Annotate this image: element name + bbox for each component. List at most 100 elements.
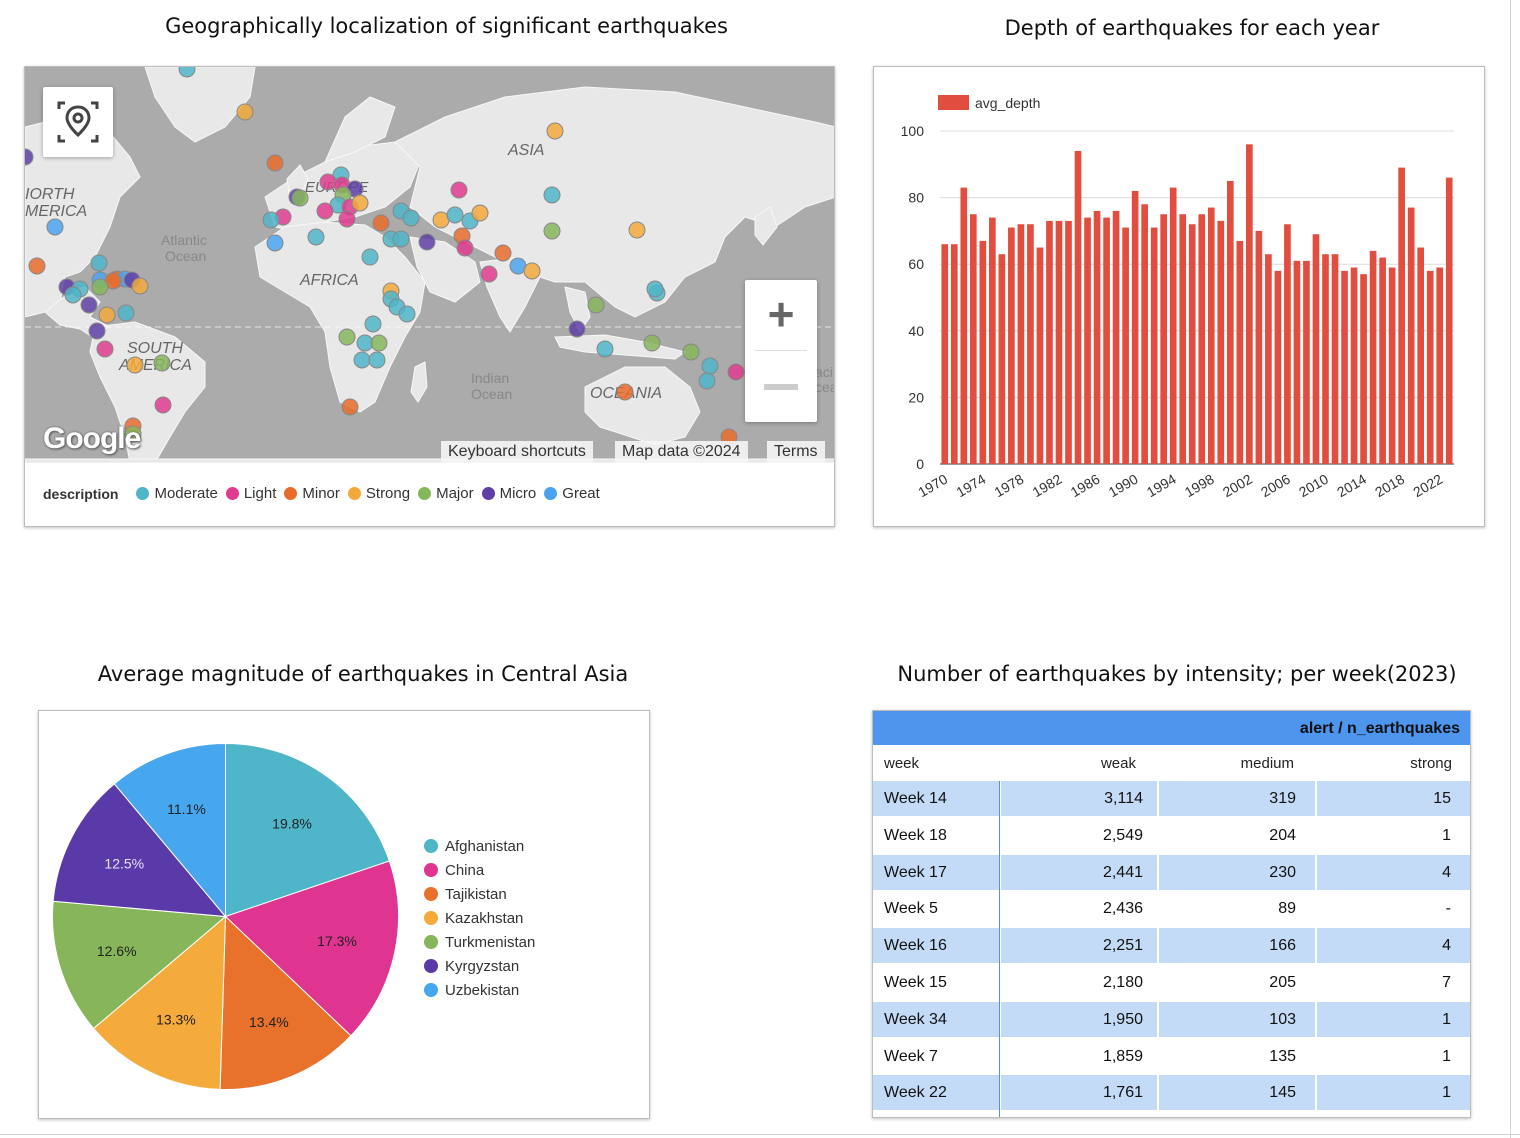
earthquake-marker[interactable] (153, 354, 171, 372)
bar-1993[interactable] (1160, 214, 1168, 464)
earthquake-marker[interactable] (568, 320, 586, 338)
bar-2015[interactable] (1369, 250, 1377, 464)
earthquake-markers[interactable] (25, 67, 745, 446)
earthquake-marker[interactable] (370, 334, 388, 352)
bar-2009[interactable] (1312, 234, 1320, 464)
bar-1972[interactable] (960, 187, 968, 465)
earthquake-marker[interactable] (450, 181, 468, 199)
earthquake-marker[interactable] (117, 304, 135, 322)
earthquake-marker[interactable] (392, 230, 410, 248)
earthquake-marker[interactable] (480, 265, 498, 283)
bar-1989[interactable] (1122, 227, 1129, 464)
bar-1997[interactable] (1198, 214, 1206, 464)
earthquake-marker[interactable] (361, 248, 379, 266)
earthquake-marker[interactable] (727, 363, 745, 381)
keyboard-shortcuts-link[interactable]: Keyboard shortcuts (441, 441, 593, 463)
bar-1995[interactable] (1179, 214, 1187, 464)
earthquake-marker[interactable] (236, 103, 254, 121)
map-legend-item-major[interactable]: Major (418, 485, 474, 502)
earthquake-marker[interactable] (368, 351, 386, 369)
earthquake-marker[interactable] (698, 372, 716, 390)
bar-2008[interactable] (1303, 260, 1310, 464)
bar-2021[interactable] (1426, 270, 1434, 464)
earthquake-marker[interactable] (28, 257, 46, 275)
pie-legend-item-kazakhstan[interactable]: Kazakhstan (424, 906, 535, 930)
earthquake-marker[interactable] (341, 398, 359, 416)
pie-legend-item-tajikistan[interactable]: Tajikistan (424, 882, 535, 906)
map-legend-item-strong[interactable]: Strong (347, 485, 410, 502)
earthquake-marker[interactable] (628, 221, 646, 239)
pie-legend-item-uzbekistan[interactable]: Uzbekistan (424, 978, 535, 1002)
bar-1980[interactable] (1036, 247, 1044, 464)
table-row[interactable]: Week 7 1,859 135 1 (873, 1039, 1470, 1076)
zoom-in-button[interactable]: + (767, 288, 795, 340)
table-row[interactable]: Week 5 2,436 89 - (873, 891, 1470, 928)
earthquake-marker[interactable] (338, 328, 356, 346)
table-row[interactable]: Week 14 3,114 319 15 (873, 781, 1470, 818)
bar-2006[interactable] (1284, 224, 1291, 464)
earthquake-marker[interactable] (131, 277, 149, 295)
earthquake-marker[interactable] (543, 186, 561, 204)
earthquake-marker[interactable] (543, 222, 561, 240)
earthquake-marker[interactable] (372, 214, 390, 232)
bar-2018[interactable] (1398, 167, 1405, 464)
bar-1992[interactable] (1150, 227, 1158, 464)
bar-2000[interactable] (1226, 180, 1234, 464)
bar-1987[interactable] (1103, 217, 1110, 464)
bar-1975[interactable] (989, 217, 996, 464)
col-header-strong[interactable]: strong (1410, 755, 1452, 772)
earthquake-marker[interactable] (319, 173, 337, 191)
bar-1970[interactable] (941, 244, 949, 464)
table-row[interactable]: Week 15 2,180 205 7 (873, 965, 1470, 1002)
bar-2010[interactable] (1322, 254, 1329, 464)
bar-1978[interactable] (1017, 224, 1025, 464)
pie-legend-item-kyrgyzstan[interactable]: Kyrgyzstan (424, 954, 535, 978)
earthquake-marker[interactable] (351, 194, 369, 212)
bar-2020[interactable] (1417, 247, 1425, 464)
bar-1974[interactable] (979, 240, 987, 464)
earthquake-marker[interactable] (402, 209, 420, 227)
earthquake-marker[interactable] (353, 351, 371, 369)
bar-2005[interactable] (1274, 270, 1282, 464)
pie-slice-kazakhstan[interactable] (92, 915, 227, 1090)
bar-2014[interactable] (1360, 274, 1367, 464)
earthquake-marker[interactable] (266, 234, 284, 252)
zoom-out-button[interactable] (745, 351, 817, 422)
earthquake-marker[interactable] (643, 334, 661, 352)
pie-slice-kyrgyzstan[interactable] (52, 783, 227, 918)
bar-2002[interactable] (1246, 144, 1253, 464)
earthquake-marker[interactable] (262, 211, 280, 229)
bar-1985[interactable] (1084, 217, 1091, 464)
earthquake-marker[interactable] (154, 396, 172, 414)
terms-link[interactable]: Terms (767, 441, 825, 463)
bar-1990[interactable] (1131, 190, 1139, 464)
earthquake-marker[interactable] (96, 340, 114, 358)
pie-slice-uzbekistan[interactable] (113, 742, 226, 918)
pie-legend-item-china[interactable]: China (424, 858, 535, 882)
bar-1998[interactable] (1207, 207, 1215, 464)
table-row[interactable]: Week 34 1,950 103 1 (873, 1001, 1470, 1039)
bar-2022[interactable] (1436, 267, 1444, 464)
bar-2004[interactable] (1265, 254, 1272, 464)
map-legend-item-micro[interactable]: Micro (481, 485, 536, 502)
bar-2019[interactable] (1407, 207, 1415, 464)
bar-1983[interactable] (1065, 220, 1072, 464)
pie-slice-tajikistan[interactable] (219, 915, 352, 1090)
earthquake-marker[interactable] (364, 315, 382, 333)
bar-1981[interactable] (1046, 220, 1053, 464)
earthquake-marker[interactable] (587, 296, 605, 314)
earthquake-marker[interactable] (418, 233, 436, 251)
earthquake-marker[interactable] (80, 296, 98, 314)
map-legend-item-moderate[interactable]: Moderate (136, 485, 218, 502)
world-map[interactable]: IORTH MERICA ASIA EUROPE AFRICA SOUTH AM… (25, 67, 834, 463)
earthquake-marker[interactable] (646, 280, 664, 298)
bar-1988[interactable] (1112, 210, 1120, 464)
map-legend-item-light[interactable]: Light (225, 485, 276, 502)
bar-2011[interactable] (1331, 254, 1339, 464)
earthquake-marker[interactable] (596, 340, 614, 358)
bar-1982[interactable] (1055, 220, 1063, 464)
col-header-medium[interactable]: medium (1240, 755, 1294, 772)
earthquake-marker[interactable] (90, 254, 108, 272)
earthquake-marker[interactable] (307, 228, 325, 246)
pie-slice-afghanistan[interactable] (225, 742, 390, 918)
